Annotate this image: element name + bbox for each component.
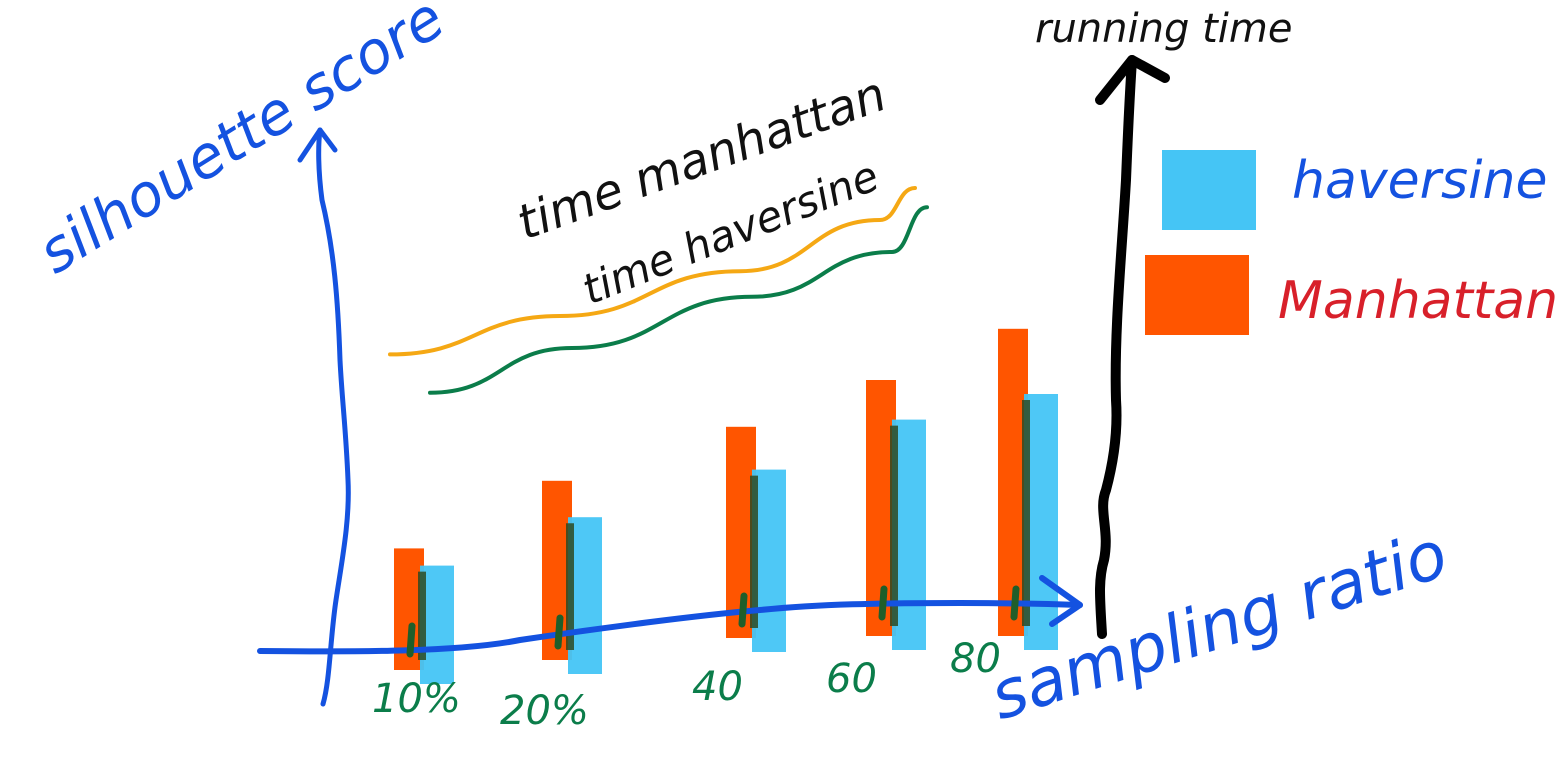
- x-axis-arrowhead: [1039, 575, 1083, 627]
- x-tick-40: [738, 592, 748, 628]
- line-time-haversine: [428, 205, 929, 395]
- y-axis-left-arrowhead: [297, 127, 338, 163]
- legend-label-haversine: haversine: [1292, 151, 1547, 211]
- x-tick-label-20: 20%: [500, 688, 589, 734]
- y2-axis-label: running time: [1035, 6, 1292, 52]
- legend-swatch-manhattan: [1145, 255, 1249, 335]
- legend-label-manhattan: Manhattan: [1278, 271, 1558, 331]
- time-lines-group: [388, 186, 929, 395]
- x-axis: [257, 599, 1083, 655]
- legend-swatch-haversine: [1162, 150, 1256, 230]
- x-tick-60: [878, 585, 888, 621]
- x-tick-label-40: 40: [692, 664, 743, 710]
- y-axis-right: [1095, 55, 1137, 639]
- x-tick-label-80: 80: [950, 636, 1001, 682]
- y-axis-label: silhouette score: [26, 0, 455, 287]
- x-tick-10: [406, 622, 416, 658]
- y-axis-right-arrowhead: [1095, 55, 1170, 105]
- x-tick-20: [554, 614, 564, 650]
- line-time-manhattan: [388, 186, 917, 357]
- y-axis-left: [316, 127, 351, 707]
- bars-group: [394, 328, 1058, 684]
- x-tick-label-60: 60: [826, 656, 877, 702]
- x-tick-80: [1010, 585, 1020, 621]
- x-tick-label-10: 10%: [372, 676, 461, 722]
- x-ticks-group: 10% 20% 40 60 80: [372, 585, 1020, 734]
